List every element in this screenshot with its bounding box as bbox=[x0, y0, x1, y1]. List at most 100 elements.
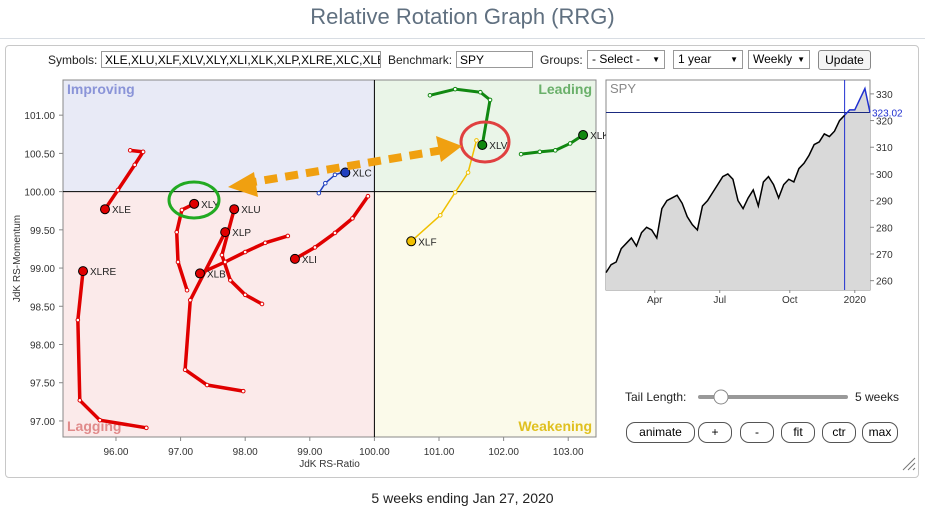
series-label: XLB bbox=[207, 269, 226, 280]
x-tick-label: 2020 bbox=[844, 295, 867, 306]
arrow-shaft bbox=[247, 146, 444, 187]
control-button[interactable]: + bbox=[698, 422, 732, 443]
header bbox=[0, 0, 925, 39]
price-line bbox=[605, 114, 846, 274]
y-tick-label: 260 bbox=[876, 277, 893, 288]
x-tick-label: 96.00 bbox=[103, 447, 128, 458]
head-point bbox=[340, 167, 351, 178]
update-button[interactable]: Update bbox=[818, 50, 871, 70]
y-tick-label: 100.00 bbox=[24, 188, 55, 199]
tail-point bbox=[77, 398, 83, 403]
tail-point bbox=[242, 292, 248, 298]
symbols-input[interactable]: XLE,XLU,XLF,XLV,XLY,XLI,XLK,XLP,XLRE,XLC… bbox=[101, 51, 381, 68]
tail-point bbox=[537, 149, 543, 155]
control-button[interactable]: ctr bbox=[822, 422, 856, 443]
tail-point bbox=[97, 417, 103, 423]
tail-point bbox=[140, 149, 146, 155]
tail-point bbox=[332, 230, 338, 236]
y-tick-label: 99.00 bbox=[30, 264, 55, 275]
benchmark-label: Benchmark: bbox=[388, 53, 453, 67]
panel bbox=[5, 45, 919, 478]
series-label: XLK bbox=[590, 131, 609, 142]
control-button[interactable]: max bbox=[862, 422, 898, 443]
y-tick-label: 290 bbox=[876, 197, 893, 208]
arrow-head bbox=[228, 172, 258, 197]
x-tick-label: Jul bbox=[713, 295, 726, 306]
y-tick-label: 97.00 bbox=[30, 417, 55, 428]
price-tail-line bbox=[844, 86, 871, 116]
y-tick-label: 100.50 bbox=[24, 149, 55, 160]
head-point bbox=[194, 268, 205, 279]
tail-point bbox=[187, 297, 193, 303]
tail-point bbox=[182, 367, 188, 373]
x-tick-label: 99.00 bbox=[297, 447, 322, 458]
y-tick-label: 270 bbox=[876, 250, 893, 261]
tail-point bbox=[478, 89, 483, 95]
quadrant-label: Lagging bbox=[67, 418, 121, 434]
tail-label: Tail Length: bbox=[625, 390, 687, 404]
y-tick-label: 98.00 bbox=[30, 341, 55, 352]
tail-point bbox=[179, 207, 185, 213]
head-point bbox=[406, 236, 417, 247]
x-tick-label: 100.00 bbox=[359, 447, 390, 458]
footer: 5 weeks ending Jan 27, 2020 bbox=[371, 490, 554, 506]
frequency-select[interactable]: Weekly bbox=[748, 50, 810, 69]
head-point bbox=[220, 227, 231, 238]
quadrant bbox=[374, 191, 596, 437]
chart-title: SPY bbox=[610, 81, 636, 96]
tail-point bbox=[115, 187, 121, 193]
tail-point bbox=[262, 240, 268, 246]
tail-point bbox=[204, 382, 210, 388]
y-tick-label: 101.00 bbox=[24, 111, 55, 122]
quadrant-label: Improving bbox=[67, 81, 135, 97]
highlight-circle bbox=[167, 180, 221, 220]
slider-thumb[interactable] bbox=[713, 389, 729, 405]
tail-point bbox=[437, 213, 443, 218]
symbols-label: Symbols: bbox=[48, 53, 98, 67]
tail-point bbox=[323, 180, 328, 186]
series-label: XLRE bbox=[90, 267, 116, 278]
head-point bbox=[99, 204, 110, 215]
tail-point bbox=[452, 190, 458, 195]
resize-handle bbox=[902, 457, 916, 471]
area bbox=[606, 88, 870, 290]
tail-point bbox=[259, 301, 265, 307]
control-button[interactable]: animate bbox=[626, 422, 695, 443]
y-tick-label: 98.50 bbox=[30, 302, 55, 313]
tail-point bbox=[474, 138, 479, 143]
tail-point bbox=[240, 388, 246, 394]
tail-point bbox=[452, 86, 458, 92]
y-axis-label: JdK RS-Momentum bbox=[12, 215, 23, 302]
series-label: XLY bbox=[201, 200, 219, 211]
series-label: XLP bbox=[232, 228, 251, 239]
x-tick-label: 103.00 bbox=[553, 447, 584, 458]
tail-point bbox=[144, 425, 149, 431]
control-button[interactable]: fit bbox=[781, 422, 815, 443]
head-point bbox=[229, 204, 240, 215]
tail-point bbox=[365, 193, 371, 199]
period-select[interactable]: 1 year bbox=[673, 50, 743, 69]
x-tick-label: 101.00 bbox=[424, 447, 455, 458]
tail-point bbox=[228, 277, 233, 283]
tail-point bbox=[219, 252, 225, 258]
benchmark-input[interactable]: SPY bbox=[456, 51, 533, 68]
tail-point bbox=[242, 249, 248, 255]
x-axis-label: JdK RS-Ratio bbox=[299, 459, 360, 470]
tail-point bbox=[285, 233, 291, 239]
control-button[interactable]: - bbox=[740, 422, 774, 443]
groups-select[interactable]: - Select - bbox=[587, 50, 665, 69]
head-point bbox=[289, 253, 300, 264]
tail-point bbox=[487, 97, 493, 103]
x-tick-label: 97.00 bbox=[168, 447, 193, 458]
tail-point bbox=[174, 229, 180, 235]
highlight-circle bbox=[459, 120, 511, 164]
y-tick-label: 330 bbox=[876, 90, 893, 101]
tail-value: 5 weeks bbox=[855, 390, 900, 404]
series-label: XLU bbox=[241, 205, 260, 216]
tail-point bbox=[75, 317, 81, 323]
tail-point bbox=[567, 141, 573, 146]
tail-point bbox=[465, 170, 471, 175]
tail-point bbox=[312, 245, 318, 250]
series-label: XLV bbox=[489, 141, 507, 152]
